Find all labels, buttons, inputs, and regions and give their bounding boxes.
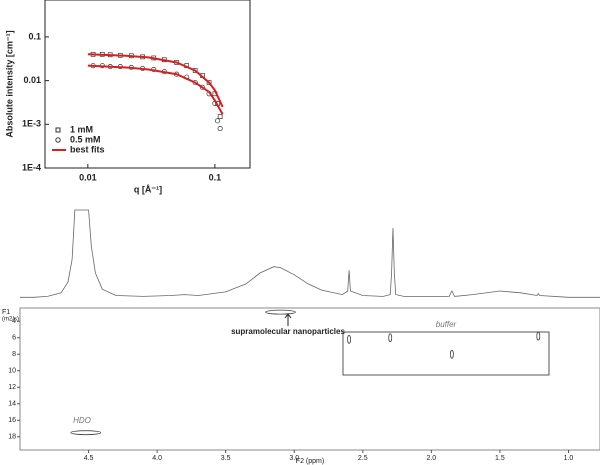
fit-line <box>87 64 224 115</box>
spectrum-line <box>20 209 600 298</box>
legend-swatch <box>55 137 61 143</box>
x-tick-label: 4.5 <box>84 455 94 462</box>
y-tick-label: 0.01 <box>23 75 41 85</box>
point <box>200 84 206 90</box>
legend-label: best fits <box>70 144 105 154</box>
x-tick-label: 2.0 <box>426 455 436 462</box>
y-tick-label: 1E-4 <box>22 162 41 172</box>
point <box>217 125 223 132</box>
buffer-box <box>342 331 550 376</box>
y-tick-label: 1E-3 <box>22 119 41 129</box>
point <box>206 80 212 85</box>
peak <box>265 309 296 315</box>
point <box>217 114 223 119</box>
x-tick-label: 1.0 <box>564 455 574 462</box>
annotation: HDO <box>73 416 91 425</box>
saxs-frame <box>44 0 251 169</box>
legend-label: 1 mM <box>70 124 93 134</box>
fit-line <box>87 53 224 108</box>
y-axis-unit: (m2/s) <box>2 317 19 323</box>
y-tick-label: 0.1 <box>28 31 41 41</box>
dosy-frame <box>19 307 600 451</box>
y-axis-label: F1 <box>2 309 10 316</box>
peak <box>70 430 102 436</box>
y-tick-label: 16 <box>8 417 16 424</box>
y-tick-label: 12 <box>8 384 16 391</box>
y-tick-label: 8 <box>12 351 16 358</box>
y-tick-label: 14 <box>8 401 16 408</box>
y-axis-label: Absolute intensity [cm⁻¹] <box>4 30 14 137</box>
x-tick-label: 3.0 <box>289 455 299 462</box>
peak <box>536 331 541 341</box>
y-tick-label: 10 <box>8 368 16 375</box>
x-tick-label: 1.5 <box>495 455 505 462</box>
x-tick-label: 0.01 <box>79 172 97 182</box>
peak <box>388 333 393 343</box>
peak <box>347 334 351 344</box>
legend-swatch <box>55 127 61 133</box>
x-tick-label: 0.1 <box>209 172 222 182</box>
y-tick-label: 6 <box>12 335 16 342</box>
x-tick-label: 4.0 <box>152 455 162 462</box>
point <box>215 118 221 124</box>
x-tick-label: 3.5 <box>221 455 231 462</box>
x-axis-label: F2 (ppm) <box>296 458 324 465</box>
y-tick-label: 4 <box>12 318 16 325</box>
y-tick-label: 18 <box>8 434 16 441</box>
x-axis-label: q [Å⁻¹] <box>134 184 162 194</box>
annotation: buffer <box>436 320 457 329</box>
annotation: supramolecular nanoparticles <box>231 327 345 336</box>
x-tick-label: 2.5 <box>358 455 368 462</box>
peak <box>450 349 454 359</box>
legend-label: 0.5 mM <box>70 134 101 144</box>
